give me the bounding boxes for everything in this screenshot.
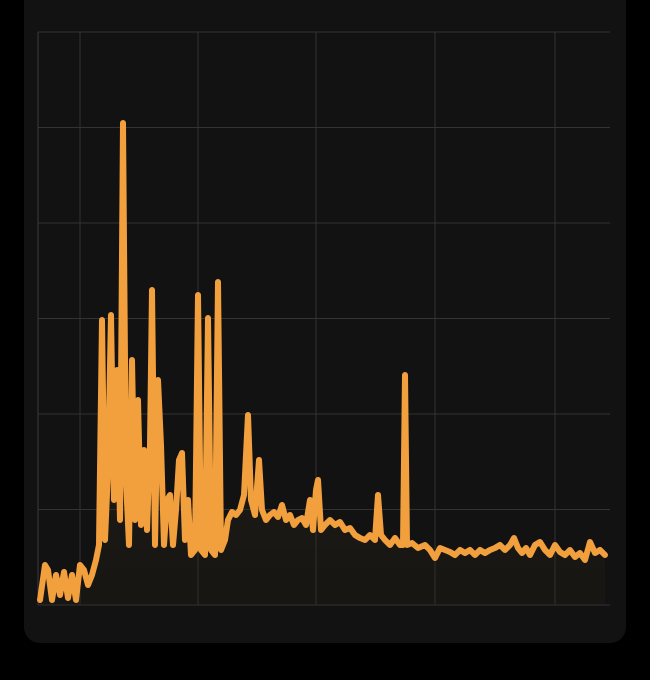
data-line xyxy=(37,120,608,603)
